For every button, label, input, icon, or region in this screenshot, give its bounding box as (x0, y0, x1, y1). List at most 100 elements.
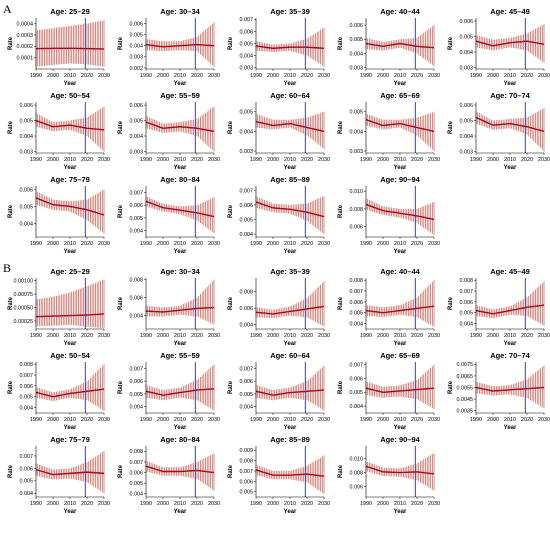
y-tick-label: 0.006 (130, 296, 144, 302)
y-axis-label: Rate (228, 36, 234, 50)
y-axis-label: Rate (8, 380, 14, 394)
y-tick-label: 0.006 (350, 376, 364, 382)
panel-b-8: Age: 65–69 1990 2000 2010 2020 2030 0.004 0.005… (338, 351, 440, 431)
x-tick-label: 2020 (191, 241, 203, 247)
x-tick-label: 2000 (47, 417, 59, 423)
y-tick-label: 0.005 (130, 481, 144, 487)
x-tick-label: 1990 (140, 501, 152, 507)
x-tick-label: 2020 (191, 73, 203, 79)
x-tick-label: 2030 (98, 157, 110, 163)
x-tick-label: 1990 (250, 417, 262, 423)
panel-a-7: Age: 60–64 1990 2000 2010 2020 2030 0.003 0.004… (228, 91, 330, 171)
panel-title: Age: 70–74 (490, 91, 530, 100)
y-axis-label: Rate (338, 36, 344, 50)
y-tick-label: 0.004 (130, 44, 144, 50)
y-tick-label: 0.006 (240, 29, 254, 35)
y-axis-label: Rate (8, 464, 14, 478)
x-tick-label: 2000 (267, 501, 279, 507)
y-tick-label: 0.007 (240, 366, 254, 372)
x-tick-label: 1990 (360, 501, 372, 507)
x-tick-label: 2030 (538, 417, 550, 423)
x-tick-label: 2000 (377, 241, 389, 247)
y-tick-label: 0.008 (460, 278, 474, 284)
x-tick-label: 2000 (377, 73, 389, 79)
mean-line (145, 465, 215, 474)
y-axis-label: Rate (338, 464, 344, 478)
x-tick-label: 2020 (521, 417, 533, 423)
x-tick-label: 2030 (98, 73, 110, 79)
y-tick-label: 0.008 (240, 289, 254, 295)
x-tick-label: 2010 (64, 333, 76, 339)
x-tick-label: 2000 (267, 157, 279, 163)
panel-b-0: Age: 25–29 1990 2000 2010 2020 2030 0.00025 0.0… (8, 267, 110, 347)
x-tick-label: 2020 (301, 73, 313, 79)
x-axis-label: Year (504, 81, 517, 87)
panel-title: Age: 35–39 (270, 267, 310, 276)
y-tick-label: 0.003 (350, 65, 364, 71)
y-tick-label: 0.007 (130, 190, 144, 196)
y-tick-label: 0.005 (460, 34, 474, 40)
x-tick-label: 2000 (487, 333, 499, 339)
y-tick-label: 0.004 (350, 51, 364, 57)
mean-line (365, 118, 435, 133)
y-tick-label: 0.006 (130, 21, 144, 27)
mean-line (475, 386, 545, 392)
x-tick-label: 2030 (208, 333, 220, 339)
y-tick-label: 0.003 (460, 149, 474, 155)
y-tick-label: 0.0055 (457, 385, 474, 391)
x-axis-label: Year (394, 341, 407, 347)
x-tick-label: 1990 (360, 333, 372, 339)
y-tick-label: 0.005 (130, 216, 144, 222)
x-tick-label: 2000 (47, 501, 59, 507)
y-tick-label: 0.003 (130, 55, 144, 61)
y-tick-label: 0.008 (240, 458, 254, 464)
x-tick-label: 1990 (470, 157, 482, 163)
x-tick-label: 2030 (428, 241, 440, 247)
y-tick-label: 0.008 (350, 207, 364, 213)
y-axis-label: Rate (8, 36, 14, 50)
panel-title: Age: 85–89 (270, 175, 310, 184)
x-tick-label: 2020 (81, 417, 93, 423)
x-tick-label: 2010 (284, 157, 296, 163)
x-tick-label: 2010 (394, 241, 406, 247)
panel-b-11: Age: 80–84 1990 2000 2010 2020 2030 0.004 0.005… (118, 435, 220, 515)
y-tick-label: 0.005 (130, 392, 144, 398)
y-tick-label: 0.003 (240, 66, 254, 72)
y-tick-label: 0.005 (240, 392, 254, 398)
x-axis-label: Year (284, 165, 297, 171)
y-tick-label: 0.006 (130, 103, 144, 109)
y-tick-label: 0.004 (350, 404, 364, 410)
x-tick-label: 2000 (267, 241, 279, 247)
x-tick-label: 2030 (318, 501, 330, 507)
y-tick-label: 0.004 (240, 405, 254, 411)
y-tick-label: 0.006 (240, 479, 254, 485)
y-axis-label: Rate (338, 296, 344, 310)
x-tick-label: 2020 (81, 157, 93, 163)
y-tick-label: 0.007 (20, 454, 34, 460)
x-tick-label: 2010 (174, 73, 186, 79)
y-tick-label: 0.005 (350, 311, 364, 317)
panel-b-3: Age: 40–44 1990 2000 2010 2020 2030 0.004 0.005… (338, 267, 440, 347)
x-tick-label: 2030 (318, 157, 330, 163)
panel-a-0: Age: 25–29 1990 2000 2010 2020 2030 0.0001 0.00… (8, 7, 110, 87)
panel-a-1: Age: 30–34 1990 2000 2010 2020 2030 0.002 0.003… (118, 7, 220, 87)
section-label-b: B (3, 261, 11, 275)
y-tick-label: 0.005 (460, 118, 474, 124)
x-tick-label: 2000 (487, 157, 499, 163)
panel-title: Age: 90–94 (380, 175, 420, 184)
panel-title: Age: 60–64 (270, 351, 310, 360)
y-tick-label: 0.0002 (17, 44, 34, 50)
x-tick-label: 2020 (191, 501, 203, 507)
x-axis-label: Year (64, 81, 77, 87)
y-tick-label: 0.005 (240, 110, 254, 116)
x-tick-label: 1990 (30, 73, 42, 79)
mean-line (145, 121, 215, 133)
y-axis-label: Rate (338, 380, 344, 394)
x-tick-label: 2010 (504, 73, 516, 79)
y-tick-label: 0.004 (460, 50, 474, 56)
y-tick-label: 0.006 (240, 306, 254, 312)
x-tick-label: 1990 (360, 73, 372, 79)
x-tick-label: 2000 (267, 333, 279, 339)
y-tick-label: 0.006 (20, 466, 34, 472)
x-tick-label: 2030 (98, 501, 110, 507)
